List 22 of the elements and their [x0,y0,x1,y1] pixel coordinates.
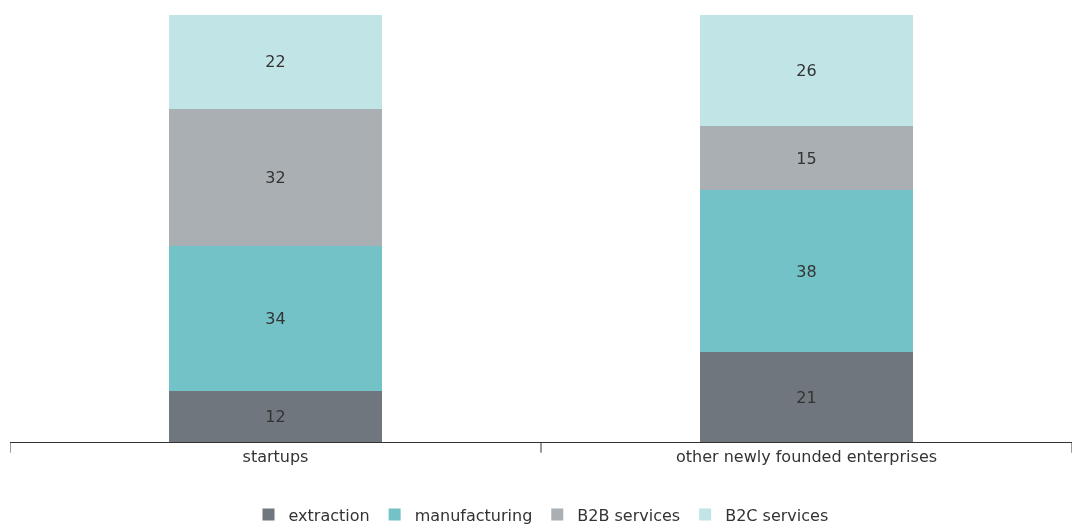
data-label: 38 [796,261,817,281]
data-label: 12 [265,406,286,426]
data-label: 15 [796,148,817,168]
bar [169,390,382,442]
bar [169,245,382,391]
bar [700,190,913,353]
bar [700,352,913,442]
bar [169,108,382,246]
data-label: 34 [265,308,286,328]
data-label: 32 [265,167,286,187]
legend-label: B2B services [577,505,681,525]
legend-label: B2C services [725,505,829,525]
x-tick-label: startups [242,447,309,467]
bar [700,126,913,191]
bar [700,15,913,127]
bar [169,15,382,109]
data-label: 26 [796,61,817,81]
data-label: 22 [265,52,286,72]
data-label: 21 [796,387,817,407]
legend-label: manufacturing [414,505,533,525]
x-tick-label: other newly founded enterprises [675,447,938,467]
legend-label: extraction [288,505,370,525]
